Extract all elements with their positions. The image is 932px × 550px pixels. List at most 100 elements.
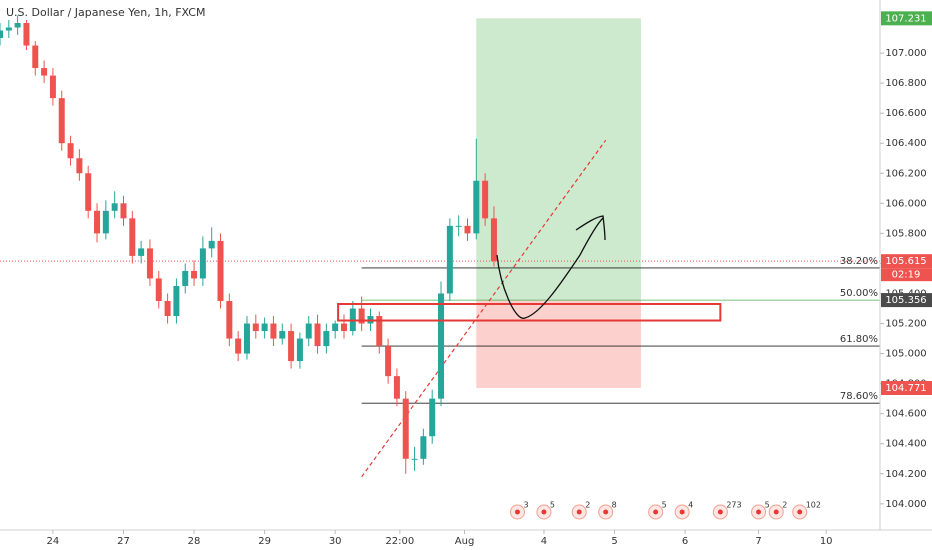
entry-price-label: 105.356 [885,295,926,306]
candle-body [164,300,171,317]
event-dot [653,509,659,515]
candle-body [446,225,453,294]
candle-body [455,225,462,227]
candle-body [111,203,118,211]
y-tick-label: 106.200 [885,168,926,179]
candle-body [429,398,436,437]
candle-body [296,338,303,362]
event-dot [576,509,582,515]
candle-body [182,270,189,286]
candle-body [482,180,489,219]
trend-line [361,139,607,478]
candle-body [67,143,74,159]
fib-label: 50.00% [840,288,878,299]
candle-body [341,323,348,332]
x-tick-label: 27 [117,536,130,547]
event-count: 2 [585,501,590,510]
event-count: 5 [662,501,667,510]
candle-body [173,285,180,317]
target-zone [476,18,641,301]
x-tick-label: 30 [329,536,342,547]
event-dot [541,509,547,515]
candle-body [243,323,250,354]
candle-body [217,240,224,301]
y-tick-label: 105.000 [885,349,926,360]
y-tick-label: 104.000 [885,499,926,510]
countdown-box [881,268,932,282]
candle-body [146,248,153,279]
x-tick-label: Aug [455,536,475,547]
candle-body [0,30,3,39]
x-tick-label: 7 [755,536,761,547]
candle-body [438,293,445,399]
entry-price-label-box [881,293,932,308]
event-count: 273 [726,501,741,510]
candle-body [102,210,109,234]
candle-body [120,203,127,219]
event-count: 4 [688,501,693,510]
stop-price-label-box [881,380,932,395]
candle-body [58,98,65,144]
candle-body [23,22,30,46]
target-price-label: 107.231 [885,13,926,24]
candle-body [473,180,480,234]
event-dot [514,509,520,515]
candle-body [464,225,471,234]
event-count: 102 [806,501,821,510]
event-count: 5 [550,501,555,510]
x-tick-label: 24 [47,536,60,547]
candle-body [261,323,268,332]
y-tick-label: 106.800 [885,78,926,89]
y-tick-label: 104.200 [885,469,926,480]
candle-body [129,218,136,256]
candle-body [208,240,215,249]
candle-body [252,323,259,332]
candle-body [376,316,383,347]
target-price-label-box [881,11,932,26]
y-tick-label: 106.000 [885,198,926,209]
candle-body [138,248,145,256]
candle-body [393,376,400,399]
stop-zone [476,300,641,388]
candle-body [155,278,162,301]
candle-body [314,323,321,347]
event-count: 2 [782,501,787,510]
candle-body [305,323,312,339]
candle-body [235,338,242,354]
event-count: 5 [765,501,770,510]
event-count: 8 [612,501,617,510]
candle-body [270,323,277,339]
event-dot [603,509,609,515]
candle-body [332,323,339,332]
countdown: 02:19 [892,270,921,281]
candle-body [411,458,418,460]
event-dot [797,509,803,515]
candle-body [385,346,392,377]
fib-label: 61.80% [840,334,878,345]
event-count: 3 [523,501,528,510]
candle-body [358,308,365,324]
y-tick-label: 106.400 [885,138,926,149]
x-tick-label: 6 [682,536,688,547]
candle-body [323,331,330,347]
last-price-label: 105.615 [885,256,926,267]
candle-body [14,22,21,28]
chart-title: U.S. Dollar / Japanese Yen, 1h, FXCM [6,6,205,19]
x-tick-label: 29 [258,536,271,547]
x-tick-label: 28 [188,536,201,547]
x-tick-label: 5 [611,536,617,547]
y-tick-label: 104.400 [885,439,926,450]
event-dot [773,509,779,515]
y-tick-label: 105.800 [885,228,926,239]
candle-body [420,436,427,459]
candle-body [288,331,295,362]
y-tick-label: 104.600 [885,409,926,420]
candle-body [76,158,83,174]
candle-body [5,27,12,31]
candle-body [199,248,206,279]
plot-area: 38.20%50.00%61.80%78.60%3 5 2 8 5 4 273 5 2 102 [0,15,880,520]
y-tick-label: 107.000 [885,48,926,59]
candle-body [41,68,48,76]
